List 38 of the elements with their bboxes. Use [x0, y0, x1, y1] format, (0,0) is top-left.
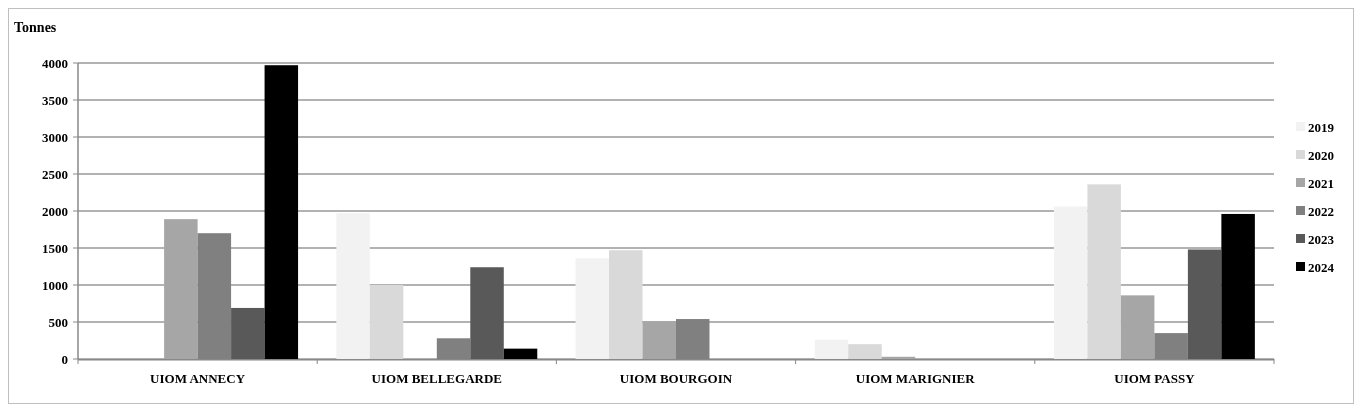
bar: [503, 348, 538, 359]
bar: [1087, 184, 1121, 359]
bar: [575, 258, 610, 359]
x-tick-label: UIOM PASSY: [1114, 371, 1196, 386]
y-tick-label: 2500: [42, 166, 68, 182]
bar: [164, 219, 198, 359]
bar: [609, 250, 643, 359]
legend-label: 2020: [1308, 147, 1334, 163]
y-tick-label: 2000: [42, 203, 68, 219]
bar: [336, 213, 370, 359]
x-tick-label: UIOM ANNECY: [150, 371, 246, 386]
x-tick-label: UIOM BOURGOIN: [619, 371, 733, 386]
bar: [1120, 295, 1155, 359]
bar: [231, 307, 265, 359]
x-tick-label: UIOM BELLEGARDE: [371, 371, 502, 386]
y-tick-label: 4000: [42, 55, 68, 71]
bar: [470, 267, 504, 359]
y-tick-label: 1500: [42, 240, 68, 256]
legend-label: 2024: [1308, 259, 1335, 275]
bar: [814, 339, 849, 359]
bar: [1187, 249, 1222, 359]
bar: [642, 321, 676, 359]
x-tick-label: UIOM MARIGNIER: [855, 371, 976, 386]
legend-label: 2023: [1308, 231, 1335, 247]
y-tick-label: 3000: [42, 129, 68, 145]
bar: [369, 285, 404, 359]
bar: [848, 344, 882, 359]
y-tick-label: 1000: [42, 277, 68, 293]
bar: [264, 65, 299, 359]
y-tick-label: 500: [48, 314, 68, 330]
legend-label: 2021: [1308, 175, 1334, 191]
y-axis-title: Tonnes: [14, 20, 57, 35]
y-tick-label: 3500: [42, 92, 68, 108]
bar: [1053, 206, 1088, 359]
legend-label: 2019: [1308, 119, 1335, 135]
bar: [1221, 213, 1255, 359]
y-tick-label: 0: [61, 351, 68, 367]
legend-label: 2022: [1308, 203, 1334, 219]
